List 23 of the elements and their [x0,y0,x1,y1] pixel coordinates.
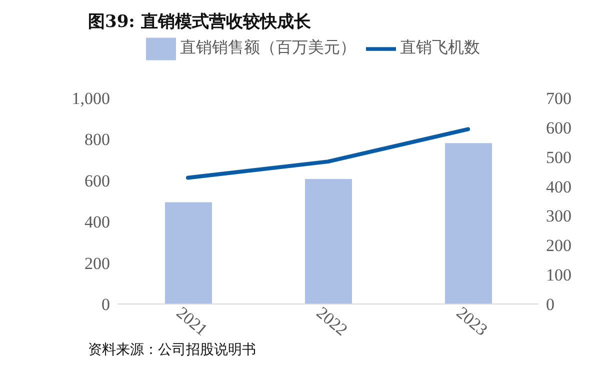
y-tick-label: 400 [84,212,110,232]
y2-tick-label: 700 [546,89,572,108]
legend-label: 直销飞机数 [400,40,480,57]
x-tick-label: 2023 [452,303,492,340]
y2-tick-label: 100 [546,266,572,285]
y2-tick-label: 500 [546,148,572,167]
y2-tick-label: 0 [546,295,554,314]
y2-tick-label: 200 [546,236,572,256]
y-tick-label: 800 [84,130,110,150]
bar [165,202,212,304]
y-tick-label: 600 [84,171,110,190]
bar [445,143,492,304]
y2-tick-label: 600 [546,118,572,138]
y-tick-label: 200 [84,254,110,273]
text: 资料来源：公司招股说明书 [88,342,256,359]
y2-tick-label: 300 [546,206,572,226]
chart-title: 图39: 直销模式营收较快成长 [88,11,311,33]
bar [305,178,352,304]
legend-label: 直销销售额（百万美元） [180,40,356,57]
y-tick-label: 0 [102,295,110,314]
y2-tick-label: 400 [546,177,572,196]
y-tick-label: 1,000 [72,89,110,108]
x-tick-label: 2021 [172,303,212,340]
